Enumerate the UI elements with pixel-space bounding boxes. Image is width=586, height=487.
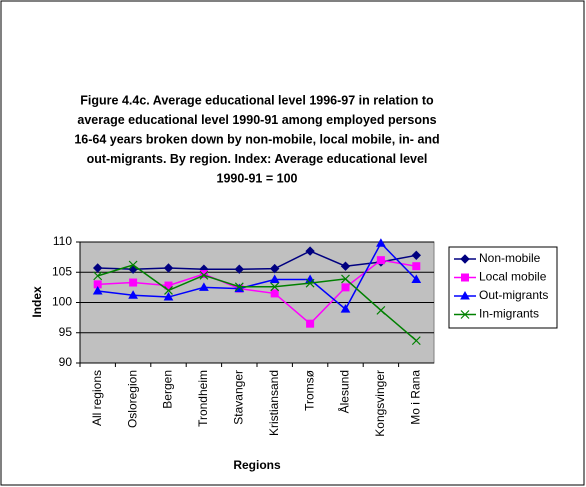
x-tick-label: Tromsø	[302, 369, 316, 411]
marker	[376, 238, 386, 247]
marker	[163, 292, 174, 301]
marker	[234, 264, 245, 274]
marker	[340, 261, 351, 271]
marker	[129, 278, 138, 287]
marker	[92, 263, 103, 273]
x-tick-label: Mo i Rana	[408, 370, 422, 425]
marker	[341, 283, 350, 292]
x-tick-label: Ålesund	[337, 370, 352, 413]
marker	[461, 273, 469, 282]
marker	[306, 319, 315, 328]
chart-title: average educational level 1990-91 among …	[77, 113, 436, 127]
marker	[305, 246, 315, 256]
marker	[199, 282, 209, 291]
marker	[376, 305, 386, 315]
marker	[411, 336, 421, 346]
x-tick-label: Osloregion	[125, 370, 139, 428]
chart-title: Figure 4.4c. Average educational level 1…	[80, 93, 434, 107]
legend-label: Local mobile	[479, 270, 547, 284]
x-tick-label: Kongsvinger	[373, 370, 387, 437]
marker	[234, 282, 244, 292]
marker	[341, 274, 350, 284]
series-line	[97, 259, 417, 325]
marker	[128, 290, 138, 299]
y-tick-label: 110	[53, 234, 72, 248]
marker	[164, 285, 173, 295]
marker	[163, 263, 174, 273]
marker	[412, 262, 421, 271]
x-tick-label: Trondheim	[196, 370, 210, 427]
y-axis-title: Index	[30, 286, 44, 318]
series-line	[97, 250, 417, 270]
marker	[128, 260, 138, 270]
marker	[460, 310, 470, 319]
marker	[93, 271, 103, 281]
legend-label: Out-migrants	[479, 288, 548, 302]
marker	[340, 304, 351, 313]
marker	[376, 256, 385, 265]
y-tick-label: 95	[59, 325, 73, 339]
marker	[411, 250, 422, 261]
marker	[269, 274, 280, 284]
marker	[92, 285, 103, 295]
marker	[460, 254, 470, 264]
marker	[270, 289, 279, 298]
x-tick-label: All regions	[90, 370, 104, 426]
marker	[305, 278, 315, 288]
series-line	[97, 264, 417, 342]
chart-title: 1990-91 = 100	[217, 171, 298, 185]
series-line	[97, 241, 417, 311]
x-tick-label: Stavanger	[231, 370, 245, 425]
y-tick-label: 100	[52, 295, 72, 309]
marker	[199, 270, 208, 279]
chart-title: 16-64 years broken down by non-mobile, l…	[74, 132, 439, 146]
marker	[199, 270, 209, 280]
chart-title: out-migrants. By region. Index: Average …	[87, 152, 428, 166]
legend-label: Non-mobile	[479, 251, 541, 265]
marker	[164, 281, 173, 290]
legend-label: In-migrants	[479, 307, 539, 321]
y-tick-label: 105	[52, 264, 72, 278]
marker	[411, 274, 422, 284]
marker	[270, 282, 280, 292]
x-tick-label: Bergen	[161, 370, 175, 409]
y-tick-label: 90	[59, 355, 73, 369]
marker	[460, 290, 470, 300]
x-tick-label: Kristiansand	[267, 370, 281, 436]
marker	[269, 263, 280, 274]
x-axis-title: Regions	[233, 458, 281, 472]
